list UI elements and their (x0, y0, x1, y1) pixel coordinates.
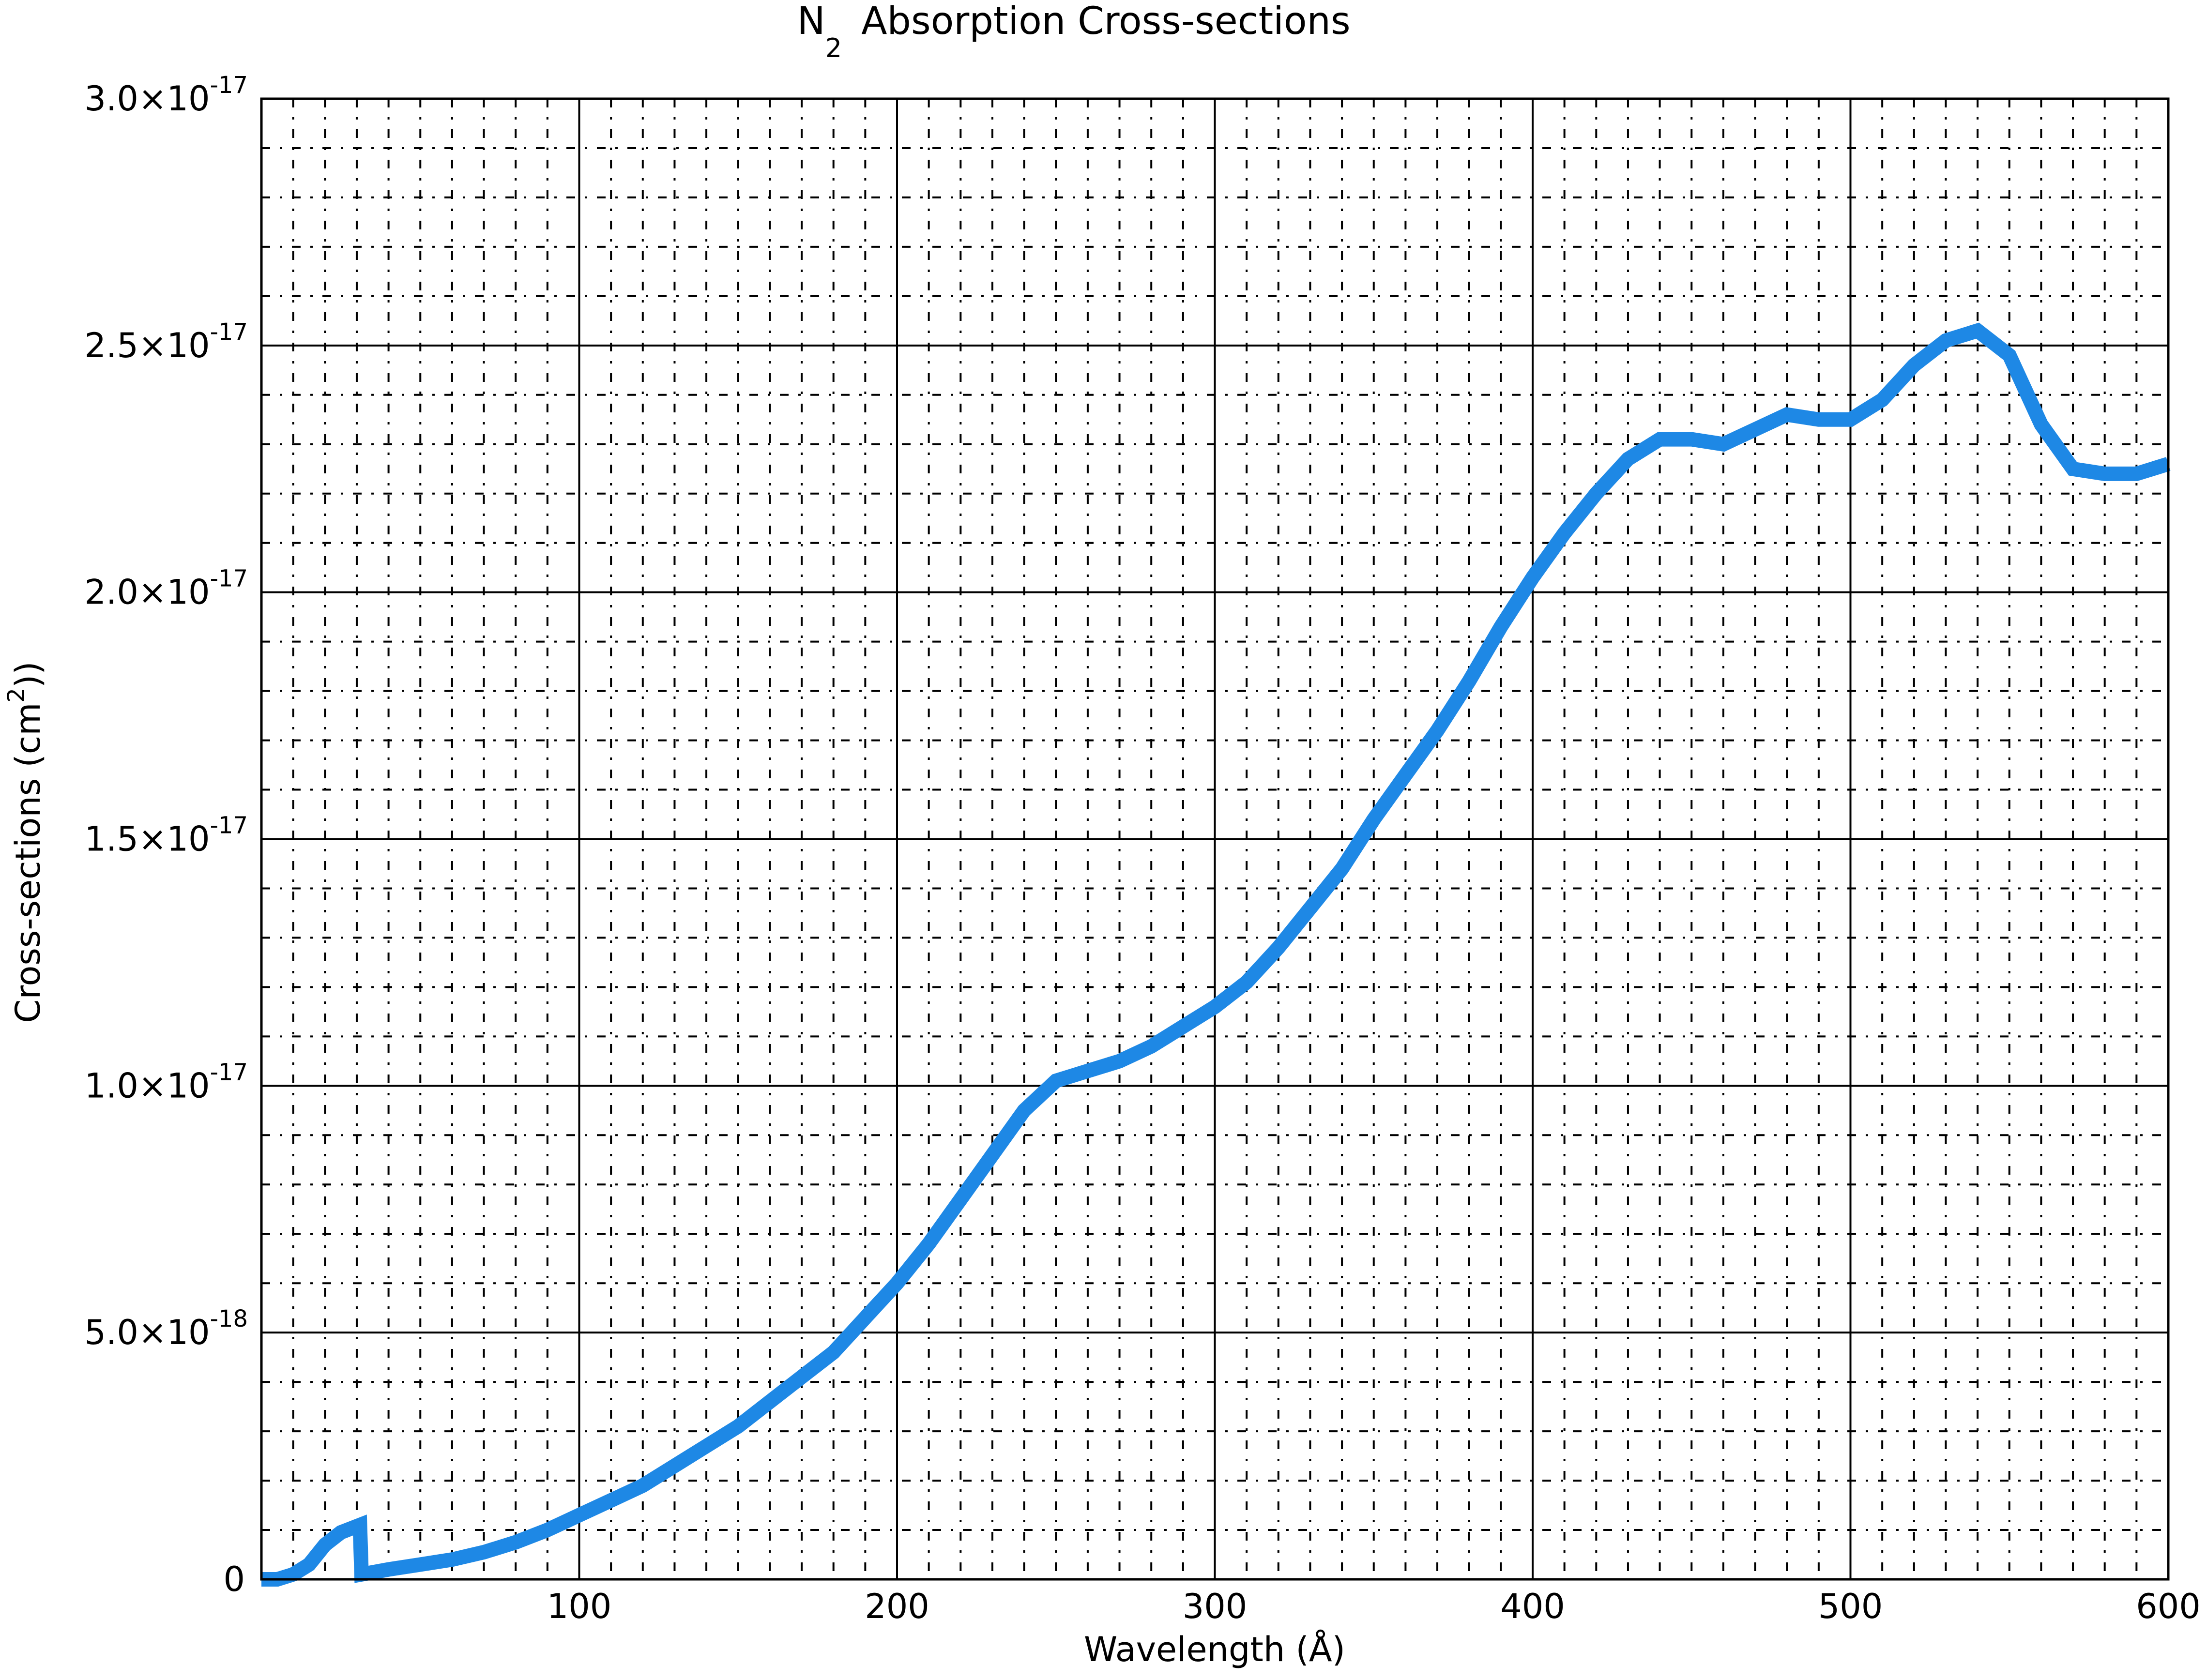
x-tick-label: 400 (1500, 1587, 1565, 1626)
x-tick-label: 100 (547, 1587, 612, 1626)
chart-title: N2 Absorption Cross-sections (797, 0, 1350, 63)
y-tick-label: 0 (223, 1559, 245, 1599)
y-tick-exponent: -17 (210, 565, 248, 592)
y-tick-exponent: -17 (210, 1059, 248, 1086)
x-tick-label: 300 (1183, 1587, 1248, 1626)
series-line (261, 322, 2171, 1587)
y-axis-label-base: Cross-sections (cm (8, 703, 48, 1023)
x-tick-labels: 100 200 300 400 500 600 (547, 1587, 2201, 1626)
y-tick-label: 1.5×10-17 (85, 812, 248, 859)
y-tick-mantissa: 5.0×10 (85, 1313, 210, 1352)
y-tick-labels: 05.0×10-181.0×10-171.5×10-172.0×10-172.5… (85, 72, 248, 1599)
y-tick-label: 3.0×10-17 (85, 72, 248, 119)
y-tick-exponent: -17 (210, 318, 248, 346)
chart-title-base: N (797, 0, 825, 43)
y-tick-mantissa: 1.5×10 (85, 819, 210, 859)
y-tick-exponent: -17 (210, 72, 248, 99)
y-tick-label: 5.0×10-18 (85, 1305, 248, 1352)
chart-title-rest: Absorption Cross-sections (861, 0, 1351, 43)
chart-title-subscript: 2 (825, 33, 842, 63)
y-axis-label-superscript: 2 (3, 688, 30, 703)
y-axis-label-rest: )) (8, 661, 48, 688)
x-axis-label: Wavelength (Å) (1084, 1630, 1345, 1669)
x-tick-label: 200 (865, 1587, 929, 1626)
y-tick-label: 1.0×10-17 (85, 1059, 248, 1105)
y-tick-exponent: -18 (210, 1305, 248, 1332)
y-tick-mantissa: 2.5×10 (85, 326, 210, 365)
x-tick-label: 600 (2136, 1587, 2201, 1626)
y-tick-exponent: -17 (210, 812, 248, 839)
y-tick-mantissa: 3.0×10 (85, 79, 210, 119)
plot-frame (260, 97, 2170, 1581)
x-tick-label: 500 (1818, 1587, 1883, 1626)
y-tick-label: 2.0×10-17 (85, 565, 248, 612)
y-tick-mantissa: 2.0×10 (85, 573, 210, 612)
y-tick-mantissa: 1.0×10 (85, 1066, 210, 1105)
y-tick-label: 2.5×10-17 (85, 318, 248, 365)
y-axis-label: Cross-sections (cm2)) (3, 661, 48, 1023)
